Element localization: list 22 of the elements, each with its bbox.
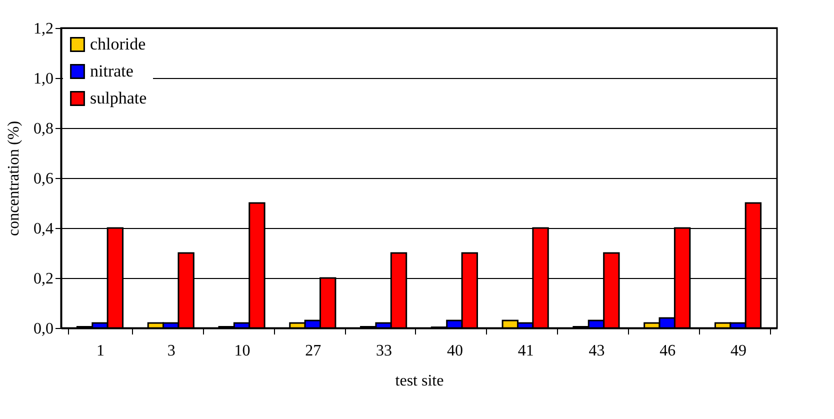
x-tick-label: 40 <box>446 342 463 360</box>
x-axis-title: test site <box>395 372 444 390</box>
y-tick-label: 1,0 <box>34 70 54 88</box>
x-tick-label: 49 <box>730 342 747 360</box>
y-tick-label: 0,4 <box>34 220 54 238</box>
y-tick-label: 1,2 <box>34 20 54 38</box>
x-tick-label: 41 <box>518 342 534 360</box>
legend-label: chloride <box>90 34 146 54</box>
x-tick-label: 3 <box>167 342 176 360</box>
x-tick-label: 27 <box>305 342 322 360</box>
legend-label: sulphate <box>90 88 147 108</box>
y-axis-title: concentration (%) <box>6 120 22 236</box>
legend-label: nitrate <box>90 62 134 80</box>
y-tick-label: 0,6 <box>34 170 54 188</box>
y-tick-label: 0,2 <box>34 270 54 288</box>
x-tick-label: 10 <box>234 342 250 360</box>
x-tick-label: 33 <box>376 342 392 360</box>
x-tick-label: 1 <box>96 342 104 360</box>
x-tick-label: 46 <box>660 342 676 360</box>
y-tick-label: 0,8 <box>34 120 54 138</box>
y-tick-label: 0,0 <box>34 320 54 338</box>
x-tick-label: 43 <box>588 342 605 360</box>
